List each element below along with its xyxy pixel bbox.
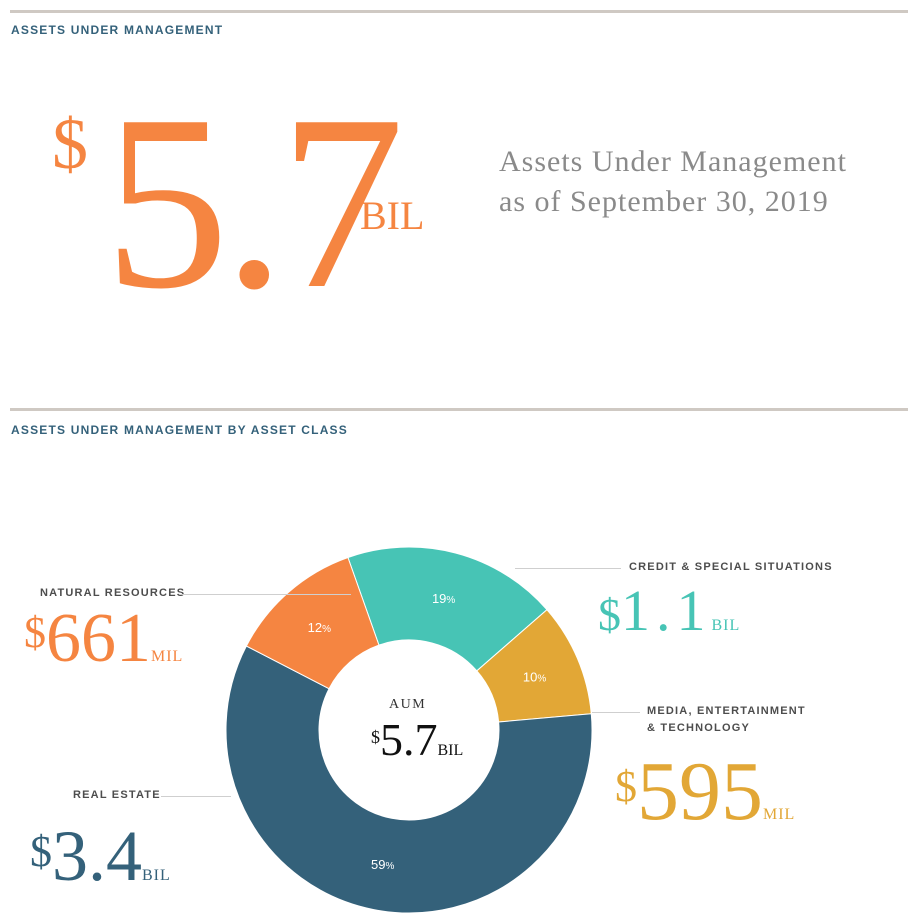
- media-amount: $595MIL: [615, 750, 795, 834]
- class-divider: [10, 408, 908, 411]
- section-title-aum: ASSETS UNDER MANAGEMENT: [11, 23, 224, 37]
- donut-hole: [319, 640, 499, 820]
- slice-pct-label-credit: 19%: [432, 591, 455, 606]
- aum-currency: $: [52, 104, 88, 184]
- credit-currency: $: [598, 589, 621, 640]
- media-unit: MIL: [763, 806, 796, 823]
- natural-leader: [181, 594, 351, 595]
- slice-pct-label-natural: 12%: [308, 620, 331, 635]
- credit-unit: BIL: [711, 617, 741, 634]
- media-leader: [592, 712, 640, 713]
- natural-label: NATURAL RESOURCES: [40, 587, 186, 599]
- natural-amount: $661MIL: [24, 604, 183, 674]
- real-estate-currency: $: [30, 827, 52, 876]
- real-estate-unit: BIL: [142, 867, 171, 884]
- donut-center-label: AUM: [389, 697, 427, 712]
- slice-pct-label-real_estate: 59%: [371, 857, 394, 872]
- center-currency: $: [371, 727, 380, 747]
- center-unit: BIL: [437, 742, 464, 759]
- top-divider: [10, 10, 908, 13]
- natural-number: 661: [46, 600, 151, 677]
- donut-center-value: $5.7BIL: [371, 717, 463, 763]
- credit-amount: $1.1BIL: [598, 582, 740, 640]
- aum-description-line2: as of September 30, 2019: [499, 185, 829, 218]
- aum-description-line1: Assets Under Management: [499, 145, 847, 178]
- aum-value: 5.7: [104, 64, 404, 341]
- real-estate-leader: [161, 796, 231, 797]
- credit-number: 1.1: [621, 578, 712, 643]
- section-title-asset-class: ASSETS UNDER MANAGEMENT BY ASSET CLASS: [11, 423, 348, 437]
- media-number: 595: [637, 745, 763, 838]
- natural-unit: MIL: [151, 648, 184, 665]
- slice-pct-label-media: 10%: [523, 669, 546, 684]
- media-label: MEDIA, ENTERTAINMENT & TECHNOLOGY: [647, 703, 806, 737]
- media-label-line2: & TECHNOLOGY: [647, 722, 751, 734]
- media-label-line1: MEDIA, ENTERTAINMENT: [647, 705, 806, 717]
- media-currency: $: [615, 762, 637, 811]
- center-number: 5.7: [380, 714, 438, 765]
- real-estate-amount: $3.4BIL: [30, 820, 171, 892]
- aum-unit: BIL: [360, 193, 425, 238]
- credit-label: CREDIT & SPECIAL SITUATIONS: [629, 561, 833, 573]
- natural-currency: $: [24, 608, 46, 657]
- aum-description: Assets Under Management as of September …: [499, 142, 847, 222]
- credit-leader: [515, 568, 621, 569]
- real-estate-label: REAL ESTATE: [73, 789, 161, 801]
- real-estate-number: 3.4: [52, 816, 142, 896]
